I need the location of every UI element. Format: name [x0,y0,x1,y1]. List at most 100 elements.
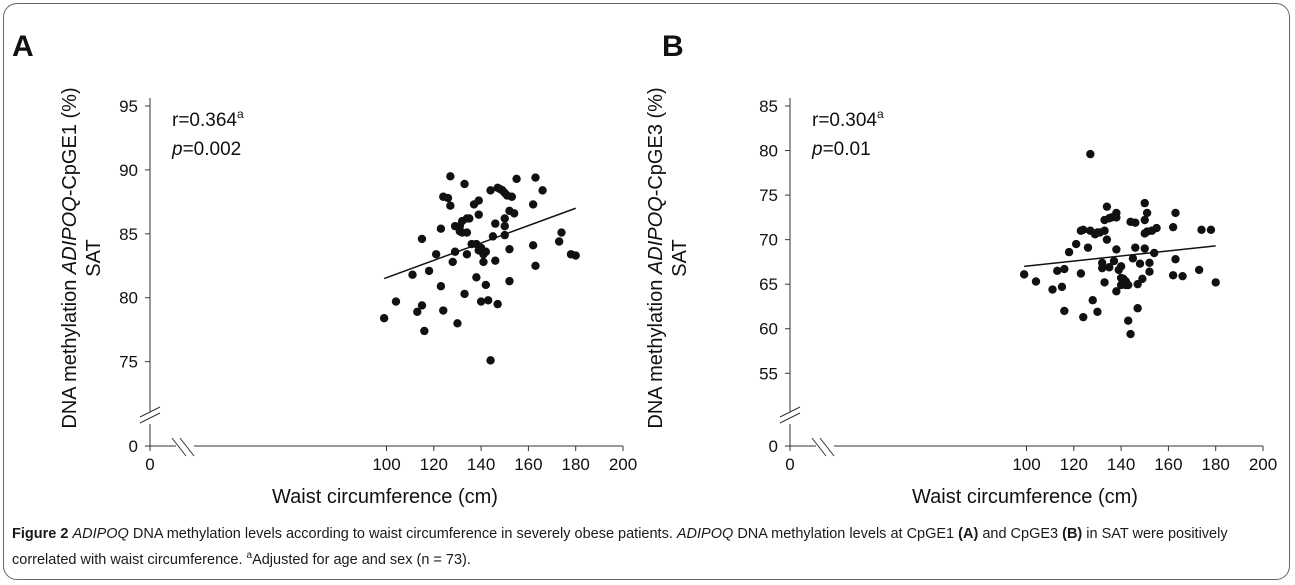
data-point [1152,223,1161,233]
data-point [1133,304,1142,313]
data-point [500,230,509,240]
annotation-r-sup: a [877,107,884,121]
data-point [1079,312,1088,322]
caption-gene-2: ADIPOQ [676,526,734,542]
data-point [1093,307,1102,316]
data-point [1145,258,1154,267]
data-point [1071,239,1081,249]
y-axis-break-mark-1 [779,406,801,418]
data-point [446,201,455,210]
data-point [1053,266,1062,276]
data-point [417,301,427,310]
data-point [1126,329,1135,339]
data-point [500,221,509,231]
x-axis-label: Waist circumference (cm) [272,486,498,508]
y-tick-label: 75 [759,186,778,205]
caption-panel-b: (B) [1062,526,1083,542]
annotation-p-italic: p [171,139,183,160]
data-point [379,313,389,323]
caption-footnote-mark: a [246,550,253,561]
y-axis-label: DNA methylation ADIPOQ-CpGE3 (%) [645,87,667,428]
data-point [1197,225,1206,235]
data-point [1105,263,1114,272]
data-point [505,244,514,254]
data-point [431,250,441,259]
y-axis-label-suffix: -CpGE3 (%) [645,87,667,196]
annotation-p-italic: p [811,139,823,160]
caption-figure-label: Figure 2 [12,526,69,542]
data-point [1116,262,1126,271]
annotation-r: r=0.364a [172,107,244,131]
data-point [483,296,493,305]
data-point [1097,263,1107,273]
data-point [1060,264,1069,274]
x-axis-break-mark-1 [811,437,827,457]
y-axis-label-gene: ADIPOQ [645,196,667,275]
y-axis-label: DNA methylation ADIPOQ-CpGE1 (%) [59,87,81,428]
y-tick-label: 80 [119,289,138,308]
x-axis-break-mark-1 [171,437,187,457]
data-point [1140,198,1149,208]
x-axis-label: Waist circumference (cm) [912,486,1138,508]
x-tick-label: 120 [420,455,448,474]
data-point [1086,149,1095,159]
data-point [1138,274,1147,284]
x-tick-label: 100 [1012,455,1040,474]
data-point [1112,287,1121,296]
data-point [1057,282,1067,292]
data-point [488,232,498,241]
data-point [1131,243,1140,252]
data-point [493,299,502,309]
data-point [474,210,483,219]
data-point [1060,306,1069,316]
data-point [486,186,495,195]
data-point [476,297,486,306]
panel-label: B [662,30,684,63]
data-point [1168,222,1178,232]
data-point [453,319,462,328]
x-tick-label: 180 [562,455,590,474]
data-point [571,251,580,260]
annotation-p: p=0.002 [171,139,241,160]
caption-text-2: DNA methylation levels at CpGE1 [733,526,959,542]
data-point [1140,244,1149,253]
data-point [1100,226,1109,235]
data-point [1140,215,1149,225]
data-point [1123,280,1133,290]
data-point [1102,235,1112,244]
y-axis-label-gene: ADIPOQ [59,196,81,275]
data-point [420,326,429,336]
data-point [408,270,417,279]
data-point [531,261,540,270]
data-point [417,234,427,244]
y-axis-label-prefix: DNA methylation [59,274,81,429]
data-point [512,174,521,184]
annotation-r: r=0.304a [812,107,884,131]
data-point [1100,278,1109,287]
data-point [500,214,509,223]
data-point [460,289,469,299]
data-point [1171,208,1180,218]
x-tick-label: 0 [785,455,794,474]
y-axis-break-mark-1 [139,406,161,418]
y-tick-label: 70 [759,231,778,250]
data-point [1031,277,1041,286]
data-point [1168,271,1178,280]
data-point [448,257,457,267]
data-point [486,356,495,365]
y-axis-label-suffix: -CpGE1 (%) [59,87,81,196]
annotation-p: p=0.01 [811,139,871,160]
data-point [1135,259,1145,268]
x-tick-label: 180 [1202,455,1230,474]
data-point [1145,267,1154,276]
data-point [531,173,540,182]
data-point [491,256,500,265]
data-point [439,306,448,315]
x-tick-label: 120 [1060,455,1088,474]
data-point [460,179,469,189]
data-point [424,266,434,276]
data-point [491,219,500,228]
data-point [481,280,491,290]
y-axis-break-mark-2 [139,412,161,424]
data-point [1178,271,1187,281]
